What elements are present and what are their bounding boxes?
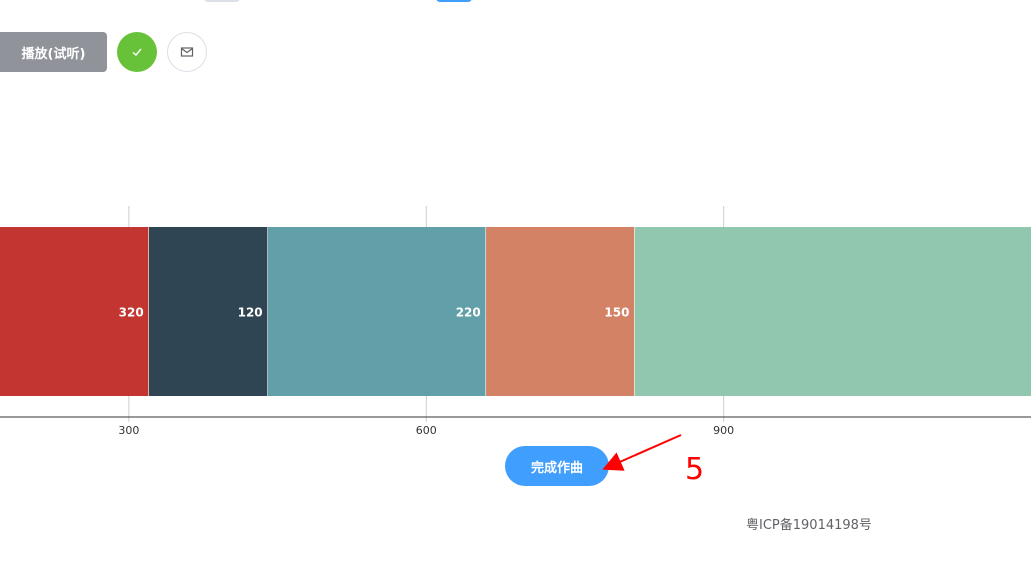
playback-toolbar: 播放(试听) [0,32,207,72]
data-label: 220 [456,306,481,320]
check-icon [132,48,142,56]
confirm-button[interactable] [117,32,157,72]
bar-segment [267,227,486,396]
bar-segment [148,227,268,396]
x-tick-label: 600 [416,424,437,437]
x-tick-label: 900 [713,424,734,437]
mail-button[interactable] [167,32,207,72]
bar-segment [634,227,1031,396]
step-number-annotation: 5 [685,452,705,487]
icp-footer[interactable]: 粤ICP备19014198号 [746,518,872,533]
data-label: 150 [604,306,629,320]
data-label: 320 [119,306,144,320]
x-tick-label: 300 [118,424,139,437]
finish-composition-button[interactable]: 完成作曲 [505,446,609,486]
top-tab-fragment[interactable] [204,0,240,2]
mail-icon [180,47,194,57]
bar-segment [0,227,149,396]
play-preview-button[interactable]: 播放(试听) [0,32,107,72]
top-tab-fragment-active[interactable] [436,0,472,2]
stacked-bar-chart: 3201202201503006009001,20 [0,206,1031,437]
data-label: 120 [238,306,263,320]
bar-segment [485,227,635,396]
